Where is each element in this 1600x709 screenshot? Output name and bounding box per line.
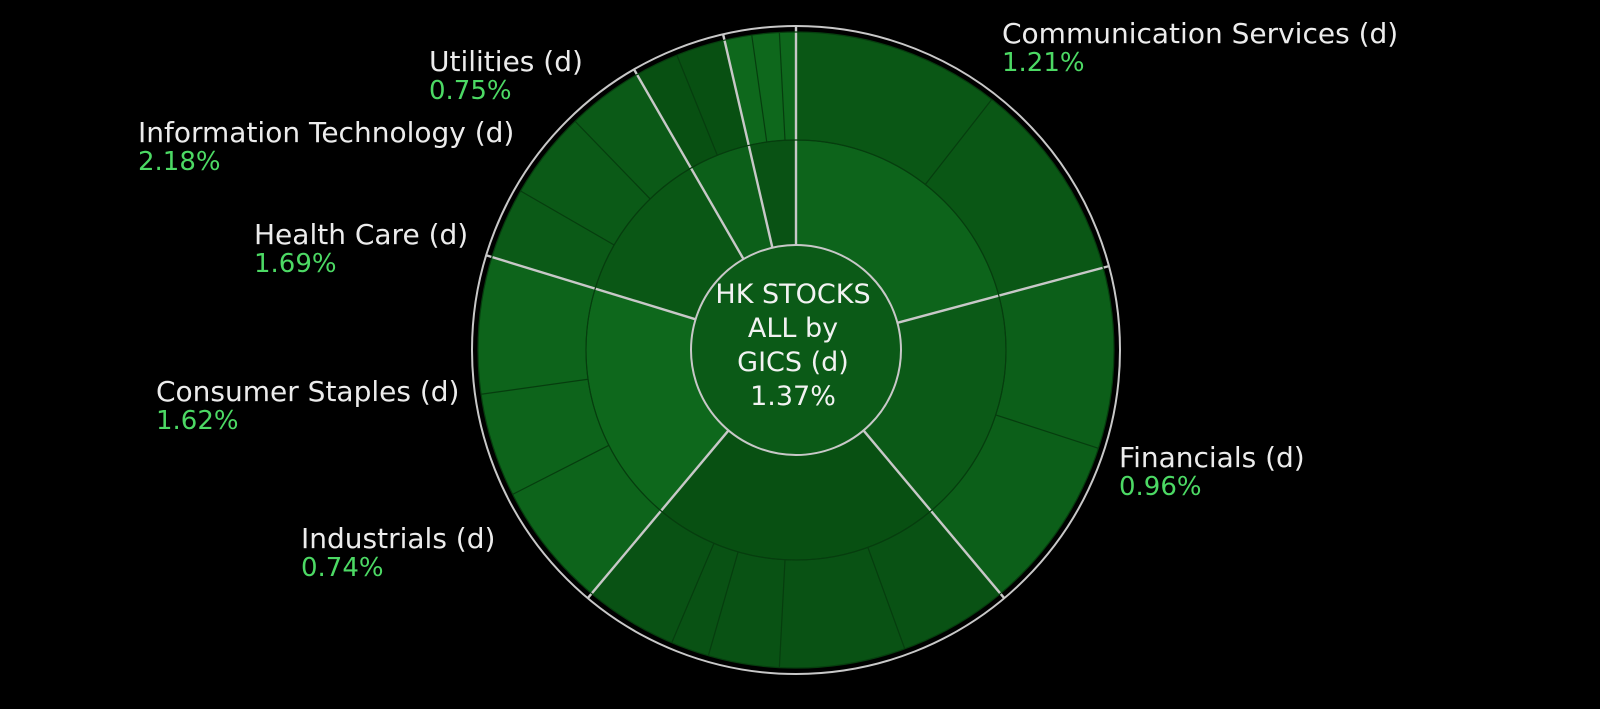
subdivision-line [778,32,786,141]
sector-change: 1.21% [1002,48,1085,79]
sector-name: Information Technology (d) [138,116,515,149]
subdivision-line [512,444,610,495]
subdivision-line [574,120,651,200]
sector-name: Communication Services (d) [1002,17,1399,50]
sector-name: Utilities (d) [429,45,583,78]
sector-change: 1.69% [254,249,337,280]
subdivision-line [867,547,906,650]
sector-divider [721,34,774,248]
label-industrials[interactable]: Industrials (d) 0.74% [301,523,495,583]
sector-name: Industrials (d) [301,522,496,555]
sector-divider [632,68,745,260]
subdivision-line [995,414,1099,449]
label-information-technology[interactable]: Information Technology (d) 2.18% [138,117,514,177]
sector-divider [485,254,696,321]
label-consumer-staples[interactable]: Consumer Staples (d) 1.62% [156,376,459,436]
sector-change: 0.96% [1119,472,1202,503]
sector-change: 0.75% [429,76,512,107]
label-financials[interactable]: Financials (d) 0.96% [1119,442,1305,502]
outer-band [477,31,1115,669]
middle-ring [585,139,1007,561]
subdivision-line [751,35,768,143]
sector-name: Health Care (d) [254,218,469,251]
sector-change: 1.62% [156,406,239,437]
center-title-line-3: GICS (d) [737,347,849,378]
subdivision-line [676,54,718,156]
subdivision-line [520,190,615,246]
sector-change: 2.18% [138,147,221,178]
center-disk [690,244,902,456]
subdivision-line [778,559,786,668]
center-value: 1.37% [750,381,836,412]
subdivision-line [707,551,739,656]
label-communication-services[interactable]: Communication Services (d) 1.21% [1002,18,1398,78]
subdivision-line [924,99,993,185]
sector-name: Financials (d) [1119,441,1305,474]
label-utilities[interactable]: Utilities (d) 0.75% [429,46,583,106]
center-label: HK STOCKS ALL by GICS (d) 1.37% [693,278,893,414]
sector-divider [586,429,730,599]
sector-name: Consumer Staples (d) [156,375,460,408]
center-title-line-1: HK STOCKS [715,279,871,310]
subdivision-line [481,378,589,395]
subdivision-line [671,543,715,643]
label-health-care[interactable]: Health Care (d) 1.69% [254,219,468,279]
sector-divider [897,264,1110,324]
center-title-line-2: ALL by [747,313,839,344]
sector-divider [862,429,1006,599]
sector-change: 0.74% [301,553,384,584]
